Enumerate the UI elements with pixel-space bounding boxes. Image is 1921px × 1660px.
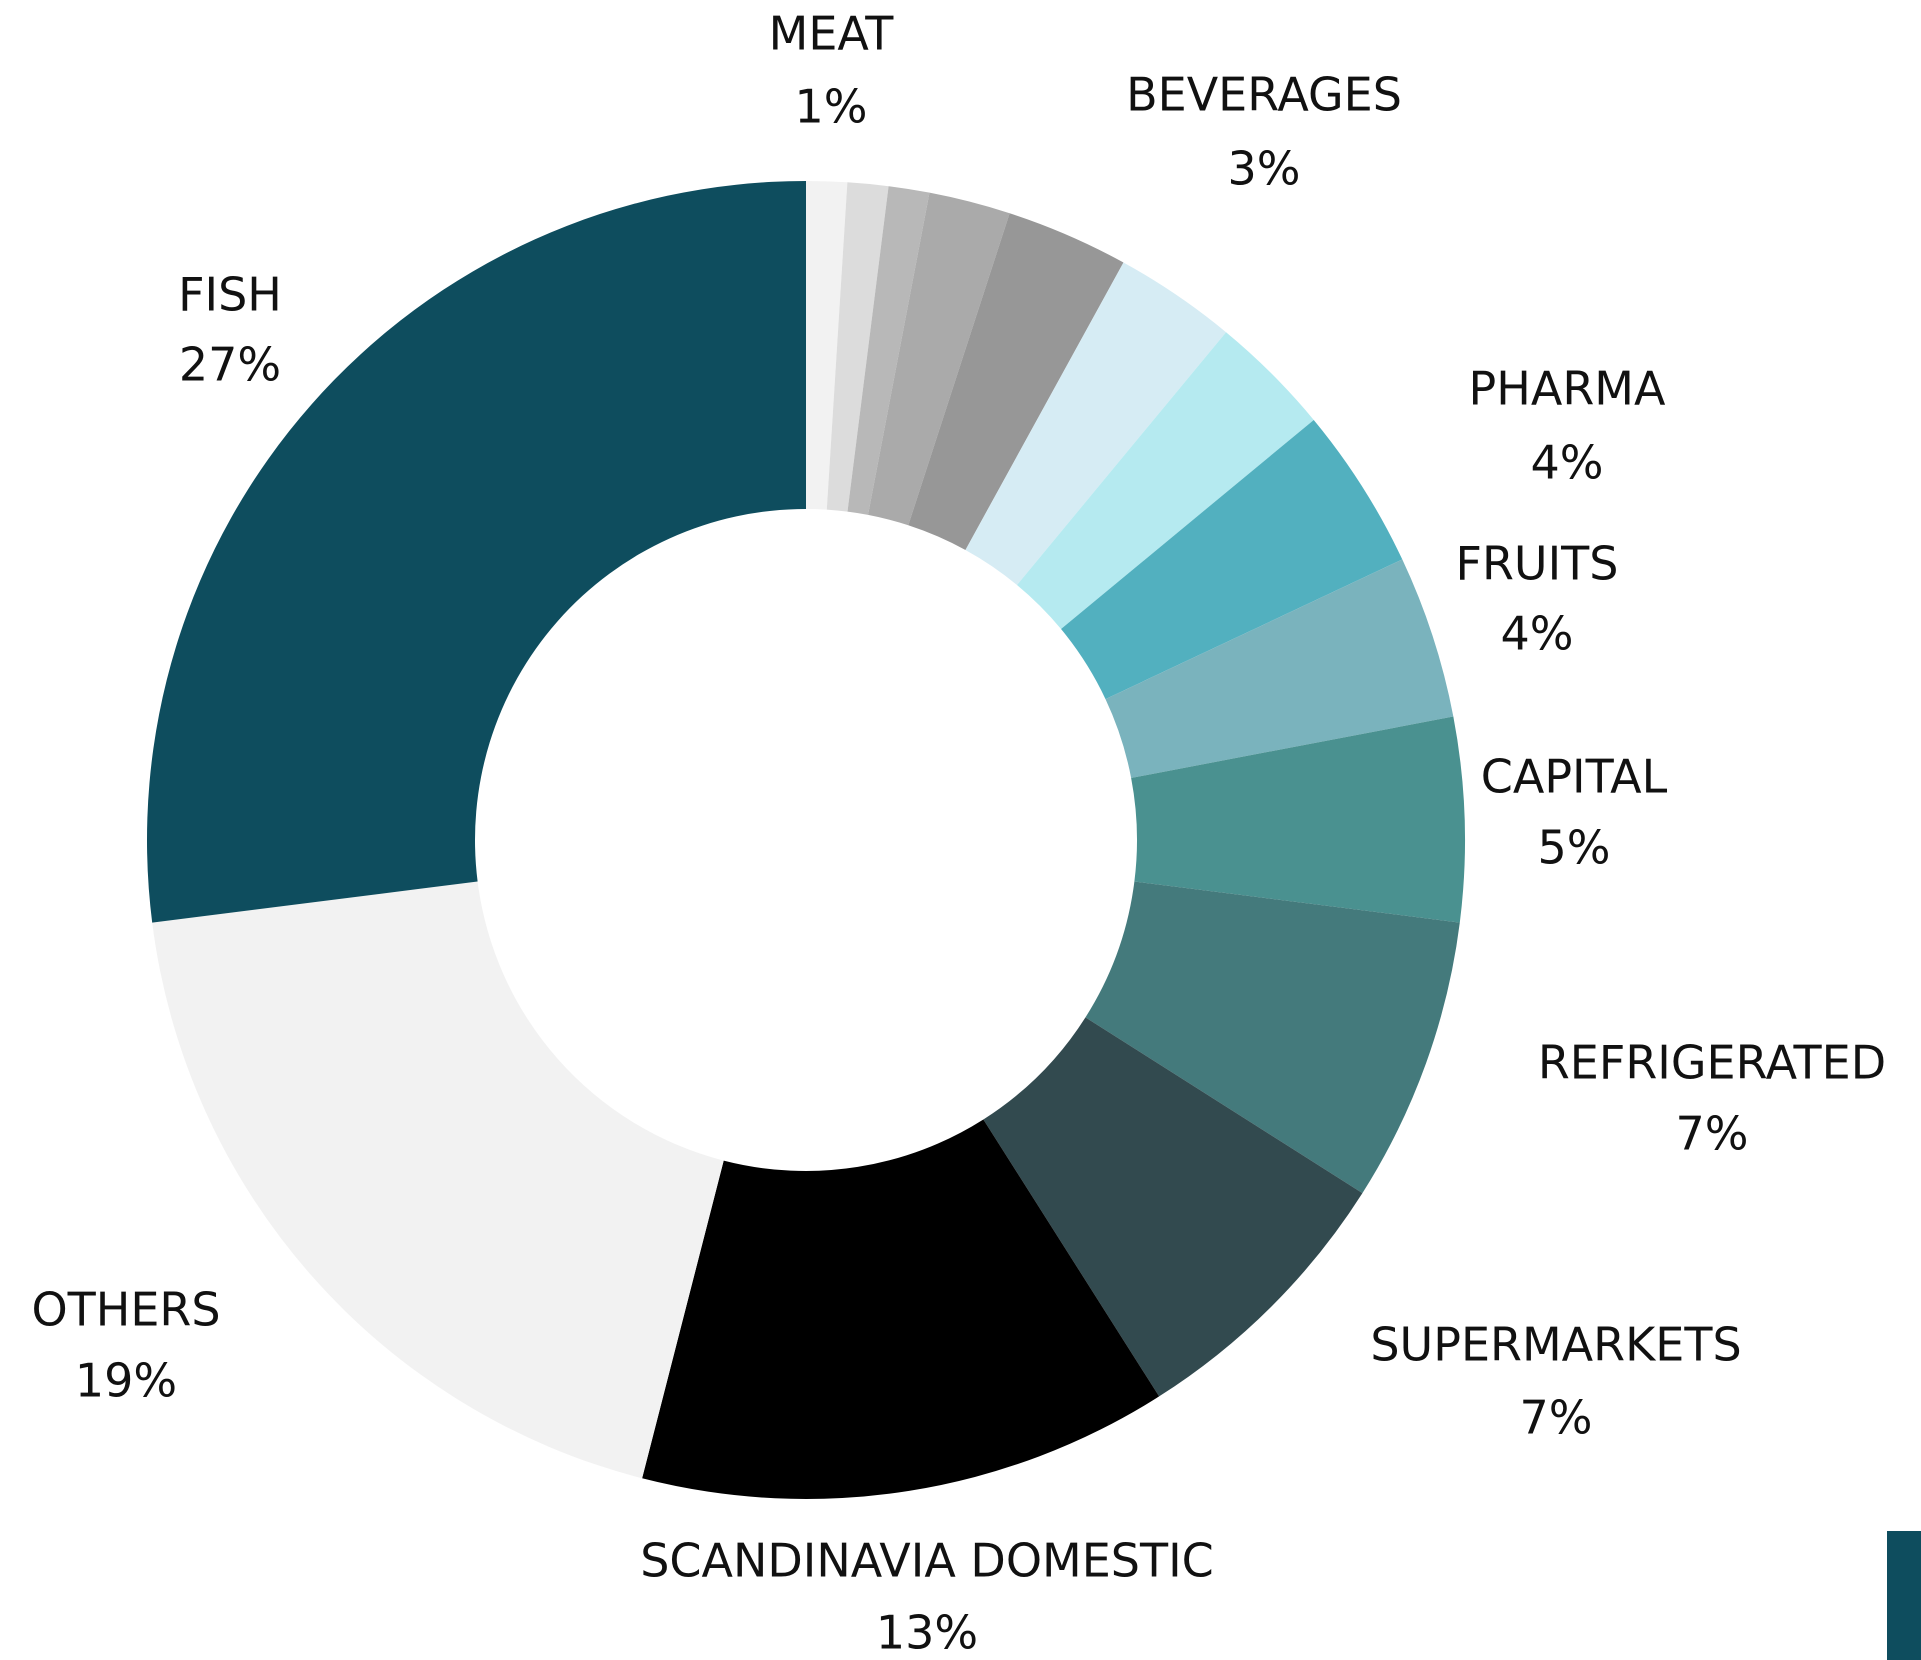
slice-value-label: 7% [1676,1107,1749,1161]
slice-value-label: 13% [876,1606,978,1660]
slice [1016,332,1314,630]
slice [847,186,930,515]
slice [965,262,1227,585]
slice-value-label: 27% [179,338,281,392]
slice [1085,881,1460,1194]
slice-value-label: 3% [1228,142,1301,196]
slice-value-label: 5% [1538,821,1611,875]
slice [868,192,1010,526]
slice-label: OTHERS [31,1283,220,1337]
slice-value-label: 4% [1501,607,1574,661]
slice-label: SCANDINAVIA DOMESTIC [640,1534,1214,1588]
slice [1131,716,1465,923]
slice-label: REFRIGERATED [1538,1036,1886,1090]
slice-label: BEVERAGES [1126,68,1402,122]
slice [642,1119,1160,1499]
slice-value-label: 1% [795,80,868,134]
slice [1105,559,1454,778]
slice [826,182,889,512]
slice-label: CAPITAL [1481,750,1668,804]
slice [908,213,1124,550]
slice-value-label: 4% [1531,436,1604,490]
decor-block [1887,1531,1921,1660]
slice-value-label: 19% [75,1354,177,1408]
slice [146,181,806,923]
slice [1061,419,1403,700]
slice [152,881,724,1479]
slice-label: FRUITS [1456,537,1619,591]
slice-label: MEAT [769,7,895,61]
slice-label: SUPERMARKETS [1370,1318,1741,1372]
slice [806,181,848,510]
slice [983,1017,1363,1397]
slice-label: FISH [178,268,282,322]
slice-label: PHARMA [1469,362,1666,416]
slice-value-label: 7% [1520,1391,1593,1445]
